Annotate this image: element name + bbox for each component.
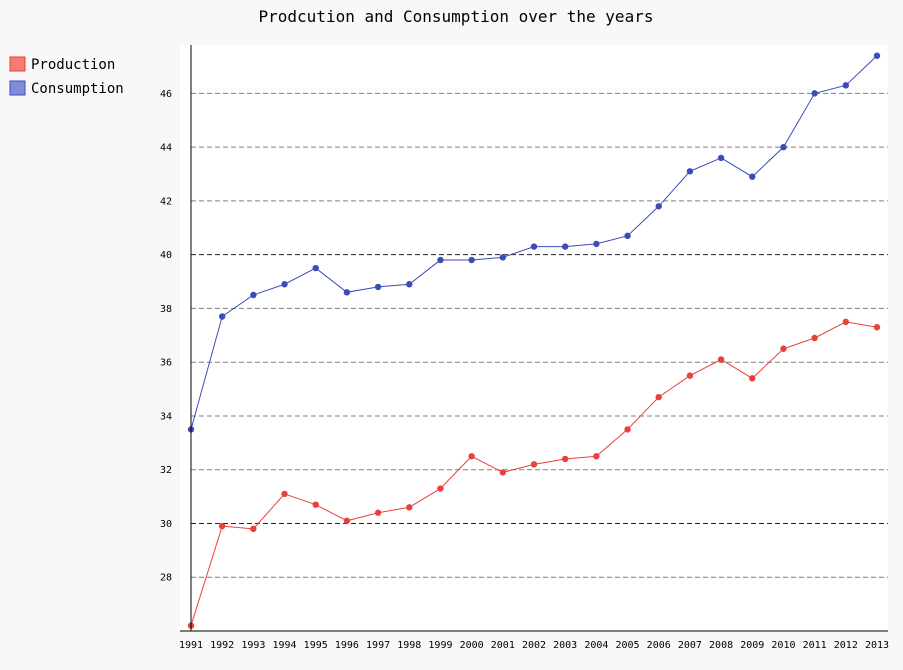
- production-point[interactable]: [561, 455, 569, 463]
- x-tick-label: 2008: [709, 640, 733, 651]
- production-point[interactable]: [312, 501, 319, 508]
- x-tick-label: 2013: [865, 640, 889, 651]
- x-tick-label: 2000: [460, 640, 484, 651]
- consumption-point[interactable]: [780, 143, 787, 151]
- y-axis-ticks: 28 30 32 34 36 38 40 42 44 46: [160, 89, 172, 584]
- y-tick-label: 28: [160, 573, 172, 584]
- y-tick-label: 32: [160, 465, 172, 476]
- chart-title: Prodcution and Consumption over the year…: [259, 7, 654, 26]
- consumption-point[interactable]: [374, 283, 382, 291]
- production-point[interactable]: [468, 453, 475, 460]
- production-point[interactable]: [530, 461, 538, 468]
- production-point[interactable]: [437, 485, 444, 492]
- y-tick-label: 38: [160, 304, 172, 315]
- consumption-point[interactable]: [437, 256, 444, 264]
- consumption-point[interactable]: [530, 243, 538, 250]
- consumption-point[interactable]: [655, 203, 662, 210]
- production-point[interactable]: [499, 469, 507, 476]
- production-point[interactable]: [717, 356, 725, 363]
- x-tick-label: 1996: [335, 640, 359, 651]
- x-tick-label: 1995: [304, 640, 328, 651]
- production-point[interactable]: [686, 372, 694, 379]
- production-point[interactable]: [281, 490, 288, 498]
- consumption-point[interactable]: [406, 281, 413, 288]
- production-point[interactable]: [749, 375, 756, 382]
- legend-swatch: [9, 56, 26, 72]
- x-tick-label: 1991: [179, 640, 203, 651]
- consumption-point[interactable]: [842, 82, 850, 89]
- production-point[interactable]: [780, 345, 787, 352]
- production-point[interactable]: [218, 522, 226, 530]
- y-tick-label: 30: [160, 519, 172, 530]
- y-tick-label: 46: [160, 89, 172, 100]
- x-tick-label: 2010: [771, 640, 795, 651]
- production-point[interactable]: [406, 504, 413, 511]
- x-tick-label: 1999: [428, 640, 452, 651]
- consumption-point[interactable]: [499, 254, 507, 261]
- consumption-point[interactable]: [624, 232, 631, 240]
- consumption-point[interactable]: [749, 173, 756, 180]
- x-tick-label: 2003: [553, 640, 577, 651]
- x-tick-label: 1994: [272, 640, 296, 651]
- legend-label: Consumption: [31, 81, 124, 97]
- production-point[interactable]: [842, 318, 850, 326]
- y-tick-label: 40: [160, 250, 172, 261]
- x-tick-label: 2012: [834, 640, 858, 651]
- consumption-point[interactable]: [281, 281, 288, 288]
- x-tick-label: 2004: [584, 640, 608, 651]
- production-point[interactable]: [250, 525, 257, 533]
- consumption-point[interactable]: [250, 291, 257, 299]
- x-tick-label: 2001: [491, 640, 515, 651]
- plot-area: [180, 45, 888, 631]
- legend-item-production[interactable]: Production: [9, 56, 115, 73]
- x-tick-label: 2011: [803, 640, 827, 651]
- y-tick-label: 34: [160, 411, 172, 422]
- x-tick-label: 1998: [397, 640, 421, 651]
- consumption-point[interactable]: [218, 313, 226, 320]
- legend: Production Consumption: [9, 56, 124, 97]
- consumption-point[interactable]: [343, 289, 351, 296]
- production-point[interactable]: [873, 324, 881, 331]
- x-tick-label: 2006: [647, 640, 671, 651]
- legend-item-consumption[interactable]: Consumption: [9, 80, 124, 97]
- x-tick-label: 1992: [210, 640, 234, 651]
- production-point[interactable]: [811, 334, 818, 342]
- consumption-point[interactable]: [873, 52, 881, 59]
- x-tick-label: 1997: [366, 640, 390, 651]
- production-point[interactable]: [374, 509, 382, 516]
- y-tick-label: 42: [160, 196, 172, 207]
- consumption-point[interactable]: [717, 154, 725, 162]
- legend-swatch: [9, 80, 26, 96]
- y-tick-label: 36: [160, 358, 172, 369]
- production-point[interactable]: [624, 426, 631, 433]
- legend-label: Production: [31, 57, 115, 73]
- consumption-point[interactable]: [593, 240, 600, 248]
- production-point[interactable]: [343, 517, 351, 524]
- consumption-point[interactable]: [686, 168, 694, 175]
- consumption-point[interactable]: [561, 243, 569, 250]
- consumption-point[interactable]: [811, 90, 818, 97]
- consumption-point[interactable]: [468, 256, 475, 264]
- production-point[interactable]: [593, 453, 600, 460]
- x-tick-label: 2007: [678, 640, 702, 651]
- production-point[interactable]: [655, 393, 662, 401]
- consumption-point[interactable]: [312, 264, 319, 272]
- x-tick-label: 2009: [740, 640, 764, 651]
- x-tick-label: 1993: [241, 640, 265, 651]
- y-grid-lines: [191, 92, 888, 578]
- x-axis-ticks: 1991 1992 1993 1994 1995 1996 1997 1998 1999 2000…: [179, 640, 889, 651]
- y-tick-label: 44: [160, 143, 172, 154]
- x-tick-label: 2002: [522, 640, 546, 651]
- x-tick-label: 2005: [615, 640, 639, 651]
